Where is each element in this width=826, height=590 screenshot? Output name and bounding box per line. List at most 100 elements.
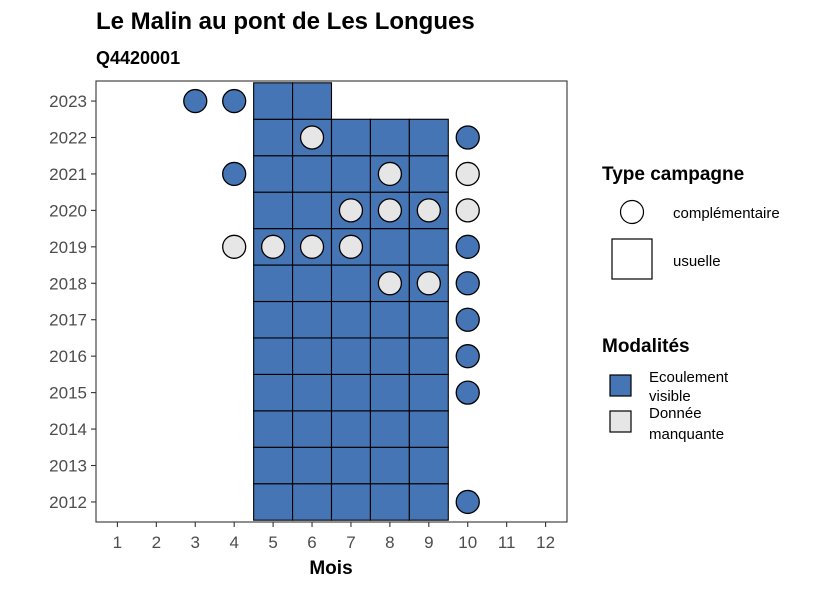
- y-tick-label: 2021: [49, 165, 87, 184]
- usuelle-tile: [369, 373, 410, 412]
- legend-type-title: Type campagne: [602, 164, 744, 185]
- complementaire-point: [455, 271, 480, 296]
- complementaire-point: [222, 88, 247, 114]
- x-axis: 1 2 3 4 5 6 7 8 9 10 11 12: [113, 522, 555, 552]
- usuelle-tile: [330, 300, 371, 339]
- x-tick-label: 4: [229, 533, 238, 552]
- complementaire-point: [377, 161, 403, 187]
- x-tick-label: 2: [152, 533, 161, 552]
- chart-title: Le Malin au pont de Les Longues: [96, 8, 475, 35]
- y-tick-label: 2015: [49, 384, 87, 403]
- y-tick-label: 2014: [49, 420, 87, 439]
- x-tick-label: 3: [191, 533, 200, 552]
- usuelle-tile: [253, 446, 294, 485]
- usuelle-tile: [369, 337, 410, 375]
- usuelle-tile: [253, 300, 294, 339]
- plot-border: [95, 80, 568, 523]
- complementaire-point: [455, 380, 480, 405]
- usuelle-tile: [408, 155, 449, 193]
- legend-type-campagne: Type campagne complémentaire usuelle: [602, 164, 780, 280]
- x-tick-label: 8: [385, 533, 394, 552]
- complementaire-point: [455, 234, 480, 259]
- usuelle-tile: [330, 264, 371, 303]
- x-axis-label: Mois: [309, 558, 352, 579]
- complementaire-point: [222, 161, 247, 187]
- usuelle-tile: [408, 337, 449, 375]
- usuelle-tile: [330, 410, 371, 448]
- complementaire-points: [183, 88, 480, 515]
- x-tick-label: 6: [307, 533, 316, 552]
- usuelle-tile: [330, 118, 371, 157]
- usuelle-tile: [292, 337, 333, 375]
- usuelle-tile: [253, 410, 294, 448]
- usuelle-tile: [292, 410, 333, 448]
- legend-mod-manquante-line1: Donnée: [649, 405, 702, 422]
- usuelle-tile: [253, 191, 294, 230]
- usuelle-tile: [330, 373, 371, 412]
- usuelle-tile: [292, 446, 333, 485]
- usuelle-tile: [408, 373, 449, 412]
- complementaire-point: [260, 234, 286, 259]
- y-tick-label: 2013: [49, 457, 87, 476]
- usuelle-tile: [408, 118, 449, 157]
- complementaire-point: [455, 125, 480, 150]
- usuelle-tile: [369, 483, 410, 521]
- y-tick-label: 2017: [49, 311, 87, 330]
- usuelle-tile: [330, 446, 371, 485]
- complementaire-point: [183, 88, 208, 114]
- complementaire-point: [455, 344, 480, 369]
- usuelle-tile: [408, 228, 449, 266]
- usuelle-tile: [369, 228, 410, 266]
- x-tick-label: 11: [498, 533, 516, 552]
- y-tick-label: 2020: [49, 201, 87, 220]
- legend-type-complementaire: complémentaire: [673, 205, 780, 222]
- legend-mod-ecoulement-line1: Ecoulement: [649, 369, 729, 386]
- complementaire-point: [455, 198, 480, 223]
- y-axis: 2012 2013 2014 2015 2016 2017 2018 2019 2020 2021…: [49, 92, 96, 512]
- y-tick-label: 2022: [49, 128, 87, 147]
- usuelle-tile: [408, 410, 449, 448]
- usuelle-tile: [330, 155, 371, 193]
- usuelle-tile: [292, 300, 333, 339]
- complementaire-point: [338, 234, 364, 259]
- usuelle-tile: [292, 191, 333, 230]
- complementaire-point: [455, 489, 480, 515]
- usuelle-tile: [253, 337, 294, 375]
- usuelle-tile: [330, 483, 371, 521]
- usuelle-tile: [330, 337, 371, 375]
- legend-swatch-ecoulement: [609, 374, 632, 397]
- complementaire-point: [222, 234, 247, 259]
- legend-modalites: Modalités Ecoulement visible Donnée manq…: [602, 336, 729, 443]
- x-tick-label: 10: [458, 533, 477, 552]
- complementaire-point: [338, 198, 364, 223]
- usuelle-tile: [253, 118, 294, 157]
- y-tick-label: 2023: [49, 92, 87, 111]
- legend-mod-ecoulement-line2: visible: [649, 388, 691, 405]
- usuelle-tile: [408, 300, 449, 339]
- complementaire-point: [377, 198, 403, 223]
- usuelle-tile: [369, 118, 410, 157]
- usuelle-tile: [369, 300, 410, 339]
- complementaire-point: [416, 271, 441, 296]
- chart-subtitle: Q4420001: [96, 48, 180, 68]
- y-tick-label: 2019: [49, 238, 87, 257]
- usuelle-tile: [292, 483, 333, 521]
- y-tick-label: 2018: [49, 274, 87, 293]
- x-tick-label: 1: [113, 533, 122, 552]
- complementaire-point: [416, 198, 441, 223]
- legend-square-key: [611, 238, 653, 280]
- legend-swatch-manquante: [609, 410, 632, 433]
- legend-mod-title: Modalités: [602, 336, 690, 357]
- legend-mod-manquante-line2: manquante: [649, 426, 724, 443]
- usuelle-tile: [253, 82, 294, 120]
- usuelle-tile: [292, 82, 333, 120]
- usuelle-tiles: [253, 82, 449, 521]
- usuelle-tile: [253, 483, 294, 521]
- usuelle-tile: [369, 410, 410, 448]
- usuelle-tile: [292, 373, 333, 412]
- complementaire-point: [299, 125, 325, 150]
- usuelle-tile: [253, 264, 294, 303]
- y-tick-label: 2016: [49, 347, 87, 366]
- legend-circle-key: [619, 199, 645, 225]
- y-tick-label: 2012: [49, 493, 87, 512]
